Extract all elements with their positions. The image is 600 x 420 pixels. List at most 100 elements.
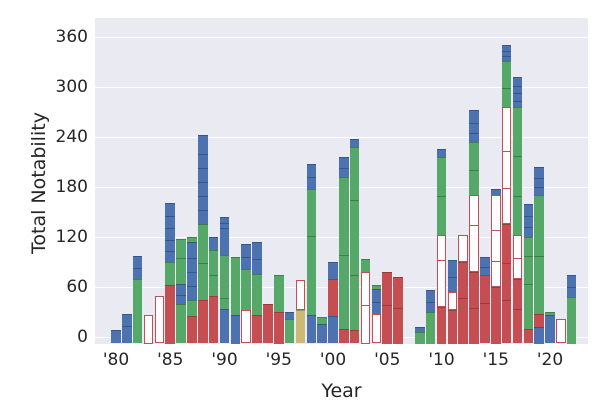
segment-divider — [534, 187, 544, 189]
bar-segment-2022-blue — [566, 275, 577, 297]
bar-segment-2009-blue — [425, 290, 436, 312]
segment-divider — [371, 302, 382, 304]
segment-divider — [132, 267, 143, 269]
segment-divider — [534, 178, 544, 179]
bar-segment-2013-blue — [469, 110, 479, 142]
y-axis-title: Total Notability — [28, 112, 50, 255]
segment-divider — [219, 223, 230, 224]
bar-segment-1992-hollow — [241, 310, 251, 344]
bar-segment-2020-green — [545, 312, 555, 316]
bar-segment-1993-red — [252, 315, 262, 344]
bar-segment-2013-hollow — [469, 195, 479, 272]
bar-segment-2000-blue — [328, 262, 338, 279]
bar-segment-2010-green — [436, 157, 447, 236]
bar-segment-1986-blue — [176, 283, 186, 304]
bar-segment-1990-blue — [219, 308, 230, 344]
segment-divider — [469, 169, 479, 171]
bar-segment-2012-hollow — [458, 235, 468, 262]
y-tick-label: 360 — [55, 27, 88, 47]
bar-segment-2019-blue — [534, 327, 544, 344]
bar-segment-2015-blue — [490, 188, 501, 196]
segment-divider — [437, 259, 446, 261]
segment-divider — [523, 283, 534, 285]
segment-divider — [219, 228, 230, 229]
bar-segment-2005-red — [382, 272, 393, 344]
bar-segment-1984-hollow — [154, 296, 165, 344]
bar-segment-1987-green — [187, 237, 197, 242]
bar-segment-1987-blue — [187, 242, 197, 300]
segment-divider — [480, 302, 490, 304]
segment-divider — [306, 236, 317, 238]
segment-divider — [512, 196, 523, 198]
bar-segment-2020-blue — [545, 315, 555, 344]
bar-segment-2019-green — [534, 195, 544, 314]
segment-divider — [252, 258, 262, 260]
segment-divider — [470, 224, 478, 226]
segment-divider — [219, 297, 230, 299]
x-tick-label: '00 — [319, 349, 347, 370]
y-tick-label: 240 — [55, 127, 88, 147]
bar-segment-2017-green — [512, 107, 523, 236]
bar-segment-2021-hollow — [556, 318, 566, 344]
segment-divider — [491, 261, 500, 263]
segment-divider — [122, 326, 132, 328]
segment-divider — [198, 262, 208, 264]
bar-segment-2006-red — [393, 277, 403, 344]
bar-segment-2015-red — [490, 287, 501, 344]
bar-segment-2002-red — [349, 330, 360, 344]
segment-divider — [349, 199, 360, 201]
y-tick-label: 300 — [55, 77, 88, 97]
bar-segment-2003-hollow — [360, 272, 371, 344]
bar-segment-1987-red — [187, 316, 197, 344]
segment-divider — [187, 258, 197, 259]
segment-divider — [165, 227, 176, 229]
bar-segment-1989-blue — [208, 237, 219, 251]
segment-divider — [491, 229, 500, 231]
segment-divider — [566, 287, 577, 289]
x-tick-label: '20 — [536, 349, 564, 370]
bar-segment-1990-green — [219, 255, 230, 309]
segment-divider — [447, 277, 458, 279]
bar-segment-2003-green — [360, 258, 371, 272]
bar-segment-2002-green — [349, 147, 360, 331]
bar-segment-1993-green — [252, 273, 262, 316]
segment-divider — [501, 56, 512, 58]
segment-divider — [198, 167, 208, 169]
plot-area — [95, 18, 588, 344]
segment-divider — [512, 85, 523, 87]
x-tick-label: '90 — [211, 349, 238, 370]
bar-segment-1986-green — [176, 238, 186, 284]
bar-segment-2013-green — [469, 142, 479, 196]
bar-segment-2004-green — [371, 285, 382, 289]
segment-divider — [501, 262, 512, 264]
gridline — [95, 37, 588, 38]
x-tick-label: '15 — [482, 349, 509, 370]
bar-segment-2008-blue — [415, 327, 425, 332]
segment-divider — [512, 93, 523, 94]
bar-segment-2014-red — [480, 275, 490, 344]
segment-divider — [501, 87, 512, 89]
bar-segment-2017-red — [512, 278, 523, 344]
segment-divider — [241, 257, 251, 259]
segment-divider — [523, 216, 534, 218]
segment-divider — [436, 196, 447, 198]
bar-segment-1982-blue — [132, 256, 143, 279]
bar-segment-2000-red — [328, 278, 338, 317]
x-tick-label: '10 — [428, 349, 455, 370]
x-axis-title: Year — [321, 379, 362, 402]
bar-segment-1988-green — [198, 223, 208, 301]
segment-divider — [458, 298, 468, 299]
segment-divider — [425, 302, 436, 304]
bar-segment-1989-red — [208, 296, 219, 344]
segment-divider — [165, 251, 176, 253]
y-tick-label: 60 — [66, 277, 88, 297]
segment-divider — [502, 150, 511, 152]
segment-divider — [208, 274, 219, 276]
bar-segment-2019-red — [534, 313, 544, 327]
segment-divider — [469, 122, 479, 124]
bar-segment-2016-blue — [501, 44, 512, 62]
segment-divider — [469, 308, 479, 309]
segment-divider — [393, 308, 403, 309]
bar-segment-2018-red — [523, 328, 534, 344]
